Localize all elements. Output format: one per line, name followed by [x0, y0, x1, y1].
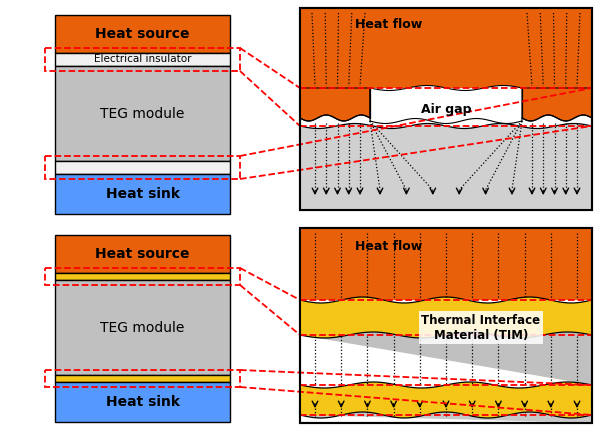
Bar: [300, 8, 592, 210]
Text: Air gap: Air gap: [421, 103, 471, 115]
Bar: [300, 228, 592, 423]
Bar: [300, 228, 592, 423]
Text: Heat flow: Heat flow: [355, 239, 422, 253]
Text: Heat sink: Heat sink: [106, 395, 179, 409]
Polygon shape: [300, 124, 592, 210]
Polygon shape: [522, 88, 592, 121]
Bar: [300, 8, 592, 88]
Bar: [55, 375, 230, 382]
Bar: [55, 174, 230, 214]
Bar: [55, 53, 230, 66]
Text: Thermal Interface
Material (TIM): Thermal Interface Material (TIM): [421, 314, 541, 341]
Bar: [300, 8, 592, 210]
Bar: [55, 15, 230, 53]
Bar: [55, 161, 230, 174]
Polygon shape: [300, 382, 592, 418]
Polygon shape: [300, 412, 592, 423]
Text: Heat source: Heat source: [95, 27, 190, 41]
Bar: [55, 66, 230, 161]
Text: TEG module: TEG module: [100, 320, 185, 335]
Polygon shape: [300, 297, 592, 338]
Polygon shape: [370, 85, 522, 124]
Polygon shape: [300, 332, 592, 385]
Bar: [55, 280, 230, 375]
Bar: [300, 8, 592, 210]
Bar: [55, 235, 230, 273]
Bar: [45, 48, 240, 71]
Text: Electrical insulator: Electrical insulator: [94, 54, 191, 64]
Text: Heat flow: Heat flow: [355, 18, 422, 30]
Bar: [55, 382, 230, 422]
Text: Heat source: Heat source: [95, 247, 190, 261]
Bar: [45, 156, 240, 179]
Bar: [55, 273, 230, 280]
Text: Heat sink: Heat sink: [106, 187, 179, 201]
Bar: [45, 268, 240, 285]
Bar: [300, 228, 592, 423]
Bar: [300, 228, 592, 300]
Polygon shape: [300, 88, 370, 121]
Bar: [45, 370, 240, 387]
Text: TEG module: TEG module: [100, 106, 185, 121]
